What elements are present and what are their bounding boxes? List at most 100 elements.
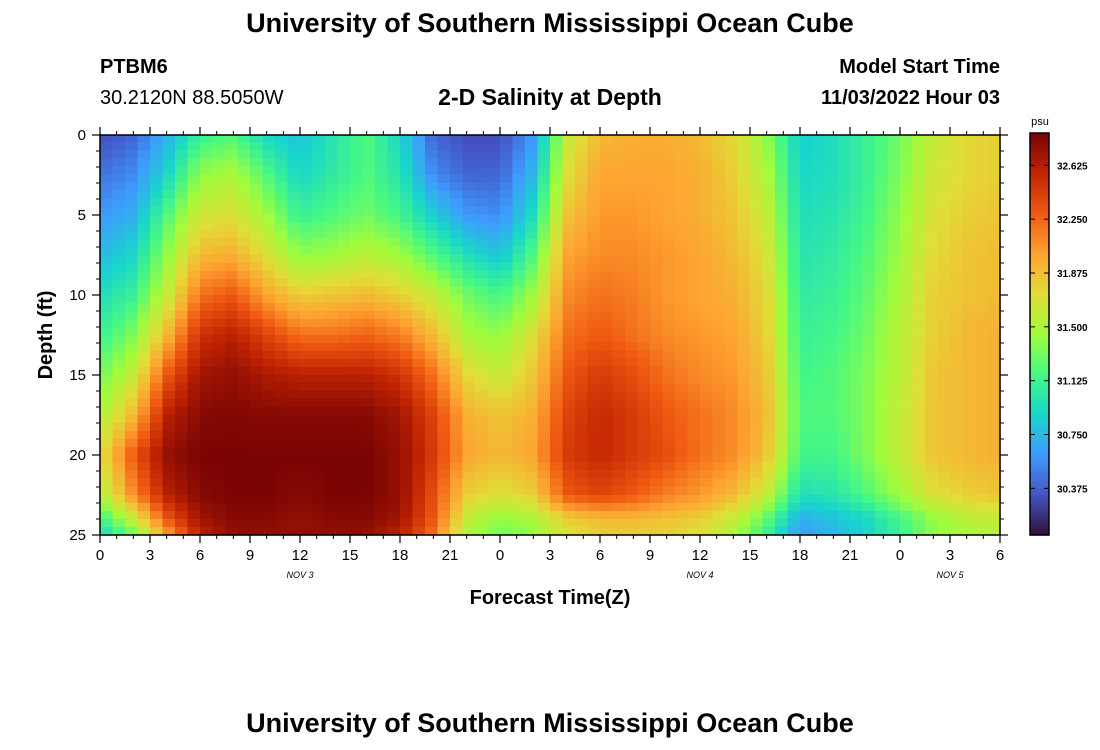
heatmap-cell (512, 279, 526, 288)
heatmap-cell (750, 367, 764, 376)
heatmap-cell (112, 415, 126, 424)
heatmap-cell (850, 503, 864, 512)
heatmap-cell (325, 423, 339, 432)
heatmap-cell (812, 215, 826, 224)
heatmap-cell (950, 207, 964, 216)
heatmap-cell (175, 191, 189, 200)
heatmap-cell (412, 223, 426, 232)
heatmap-cell (225, 359, 239, 368)
heatmap-cell (287, 151, 301, 160)
heatmap-cell (675, 463, 689, 472)
heatmap-cell (475, 223, 489, 232)
heatmap-cell (412, 375, 426, 384)
heatmap-cell (450, 207, 464, 216)
heatmap-cell (550, 359, 564, 368)
heatmap-cell (762, 231, 776, 240)
heatmap-cell (800, 487, 814, 496)
heatmap-cell (775, 343, 789, 352)
heatmap-cell (412, 391, 426, 400)
heatmap-cell (950, 215, 964, 224)
heatmap-cell (887, 447, 901, 456)
heatmap-cell (850, 479, 864, 488)
heatmap-cell (837, 495, 851, 504)
heatmap-cell (587, 423, 601, 432)
heatmap-cell (362, 519, 376, 528)
heatmap-cell (575, 191, 589, 200)
heatmap-cell (612, 375, 626, 384)
heatmap-cell (137, 447, 151, 456)
heatmap-cell (462, 223, 476, 232)
heatmap-cell (925, 495, 939, 504)
heatmap-cell (562, 343, 576, 352)
heatmap-cell (212, 487, 226, 496)
heatmap-cell (150, 159, 164, 168)
heatmap-cell (862, 135, 876, 144)
heatmap-cell (537, 311, 551, 320)
heatmap-cell (262, 311, 276, 320)
heatmap-cell (337, 503, 351, 512)
heatmap-cell (612, 279, 626, 288)
heatmap-cell (637, 271, 651, 280)
heatmap-cell (787, 215, 801, 224)
heatmap-cell (300, 287, 314, 296)
heatmap-cell (325, 239, 339, 248)
heatmap-cell (425, 327, 439, 336)
heatmap-cell (587, 351, 601, 360)
heatmap-cell (262, 511, 276, 520)
heatmap-cell (575, 207, 589, 216)
heatmap-cell (775, 247, 789, 256)
heatmap-cell (650, 231, 664, 240)
heatmap-cell (512, 287, 526, 296)
heatmap-cell (150, 231, 164, 240)
heatmap-cell (212, 479, 226, 488)
heatmap-cell (875, 359, 889, 368)
heatmap-cell (887, 487, 901, 496)
heatmap-cell (350, 255, 364, 264)
heatmap-cell (975, 367, 989, 376)
heatmap-cell (587, 279, 601, 288)
heatmap-cell (562, 463, 576, 472)
heatmap-cell (487, 295, 501, 304)
heatmap-cell (262, 431, 276, 440)
heatmap-cell (337, 367, 351, 376)
heatmap-cell (550, 215, 564, 224)
heatmap-cell (675, 367, 689, 376)
heatmap-cell (137, 383, 151, 392)
heatmap-cell (112, 471, 126, 480)
heatmap-cell (512, 303, 526, 312)
heatmap-cell (162, 407, 176, 416)
heatmap-cell (437, 447, 451, 456)
heatmap-cell (325, 391, 339, 400)
heatmap-cell (750, 271, 764, 280)
heatmap-cell (637, 207, 651, 216)
heatmap-cell (600, 223, 614, 232)
heatmap-cell (425, 199, 439, 208)
heatmap-cell (137, 335, 151, 344)
heatmap-cell (762, 247, 776, 256)
heatmap-cell (700, 287, 714, 296)
heatmap-cell (675, 327, 689, 336)
heatmap-cell (600, 471, 614, 480)
heatmap-cell (387, 479, 401, 488)
heatmap-cell (200, 215, 214, 224)
heatmap-cell (775, 207, 789, 216)
heatmap-cell (237, 239, 251, 248)
heatmap-cell (475, 167, 489, 176)
heatmap-cell (862, 319, 876, 328)
heatmap-cell (837, 367, 851, 376)
heatmap-cell (400, 359, 414, 368)
heatmap-cell (737, 367, 751, 376)
heatmap-cell (150, 447, 164, 456)
heatmap-cell (975, 255, 989, 264)
heatmap-cell (250, 167, 264, 176)
heatmap-cell (387, 511, 401, 520)
heatmap-cell (737, 303, 751, 312)
heatmap-cell (262, 287, 276, 296)
heatmap-cell (912, 247, 926, 256)
heatmap-cell (200, 151, 214, 160)
heatmap-cell (350, 223, 364, 232)
heatmap-cell (925, 455, 939, 464)
heatmap-cell (287, 455, 301, 464)
heatmap-cell (662, 503, 676, 512)
heatmap-cell (450, 423, 464, 432)
